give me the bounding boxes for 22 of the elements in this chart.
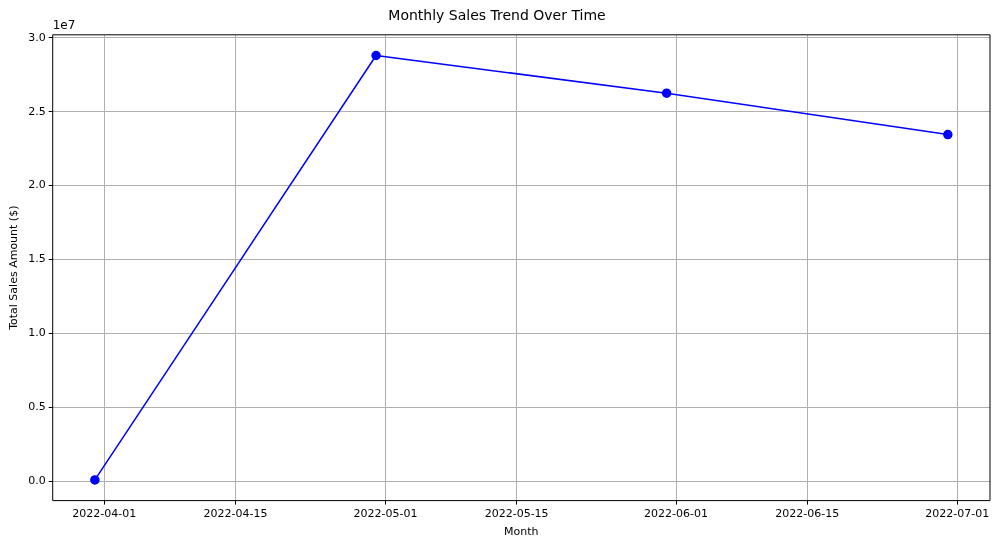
y-tick-label: 2.5 <box>28 104 46 118</box>
y-tick-label: 1.0 <box>28 326 46 340</box>
point <box>943 129 953 140</box>
x-tick-label: 2022-06-01 <box>644 507 708 521</box>
x-tick-label: 2022-05-15 <box>484 507 549 521</box>
x-tick-label: 2022-04-01 <box>72 507 137 521</box>
x-tick-label: 2022-07-01 <box>925 507 990 521</box>
x-axis-title: Month <box>504 525 539 539</box>
y-tick-label: 2.0 <box>28 178 46 192</box>
y-tick-label: 1.5 <box>28 252 46 266</box>
x-tick-label: 2022-04-15 <box>203 507 268 521</box>
chart-title: Monthly Sales Trend Over Time <box>388 7 606 24</box>
y-tick-label: 3.0 <box>28 30 46 44</box>
y-tick-label: 0.0 <box>28 474 46 488</box>
point <box>371 50 381 61</box>
x-tick-label: 2022-06-15 <box>775 507 840 521</box>
text: 1e7 <box>52 17 76 32</box>
y-tick-label: 0.5 <box>28 400 46 414</box>
y-axis-title: Total Sales Amount ($) <box>7 205 21 331</box>
point <box>90 475 100 485</box>
x-tick-label: 2022-05-01 <box>353 507 418 521</box>
point <box>661 88 672 98</box>
